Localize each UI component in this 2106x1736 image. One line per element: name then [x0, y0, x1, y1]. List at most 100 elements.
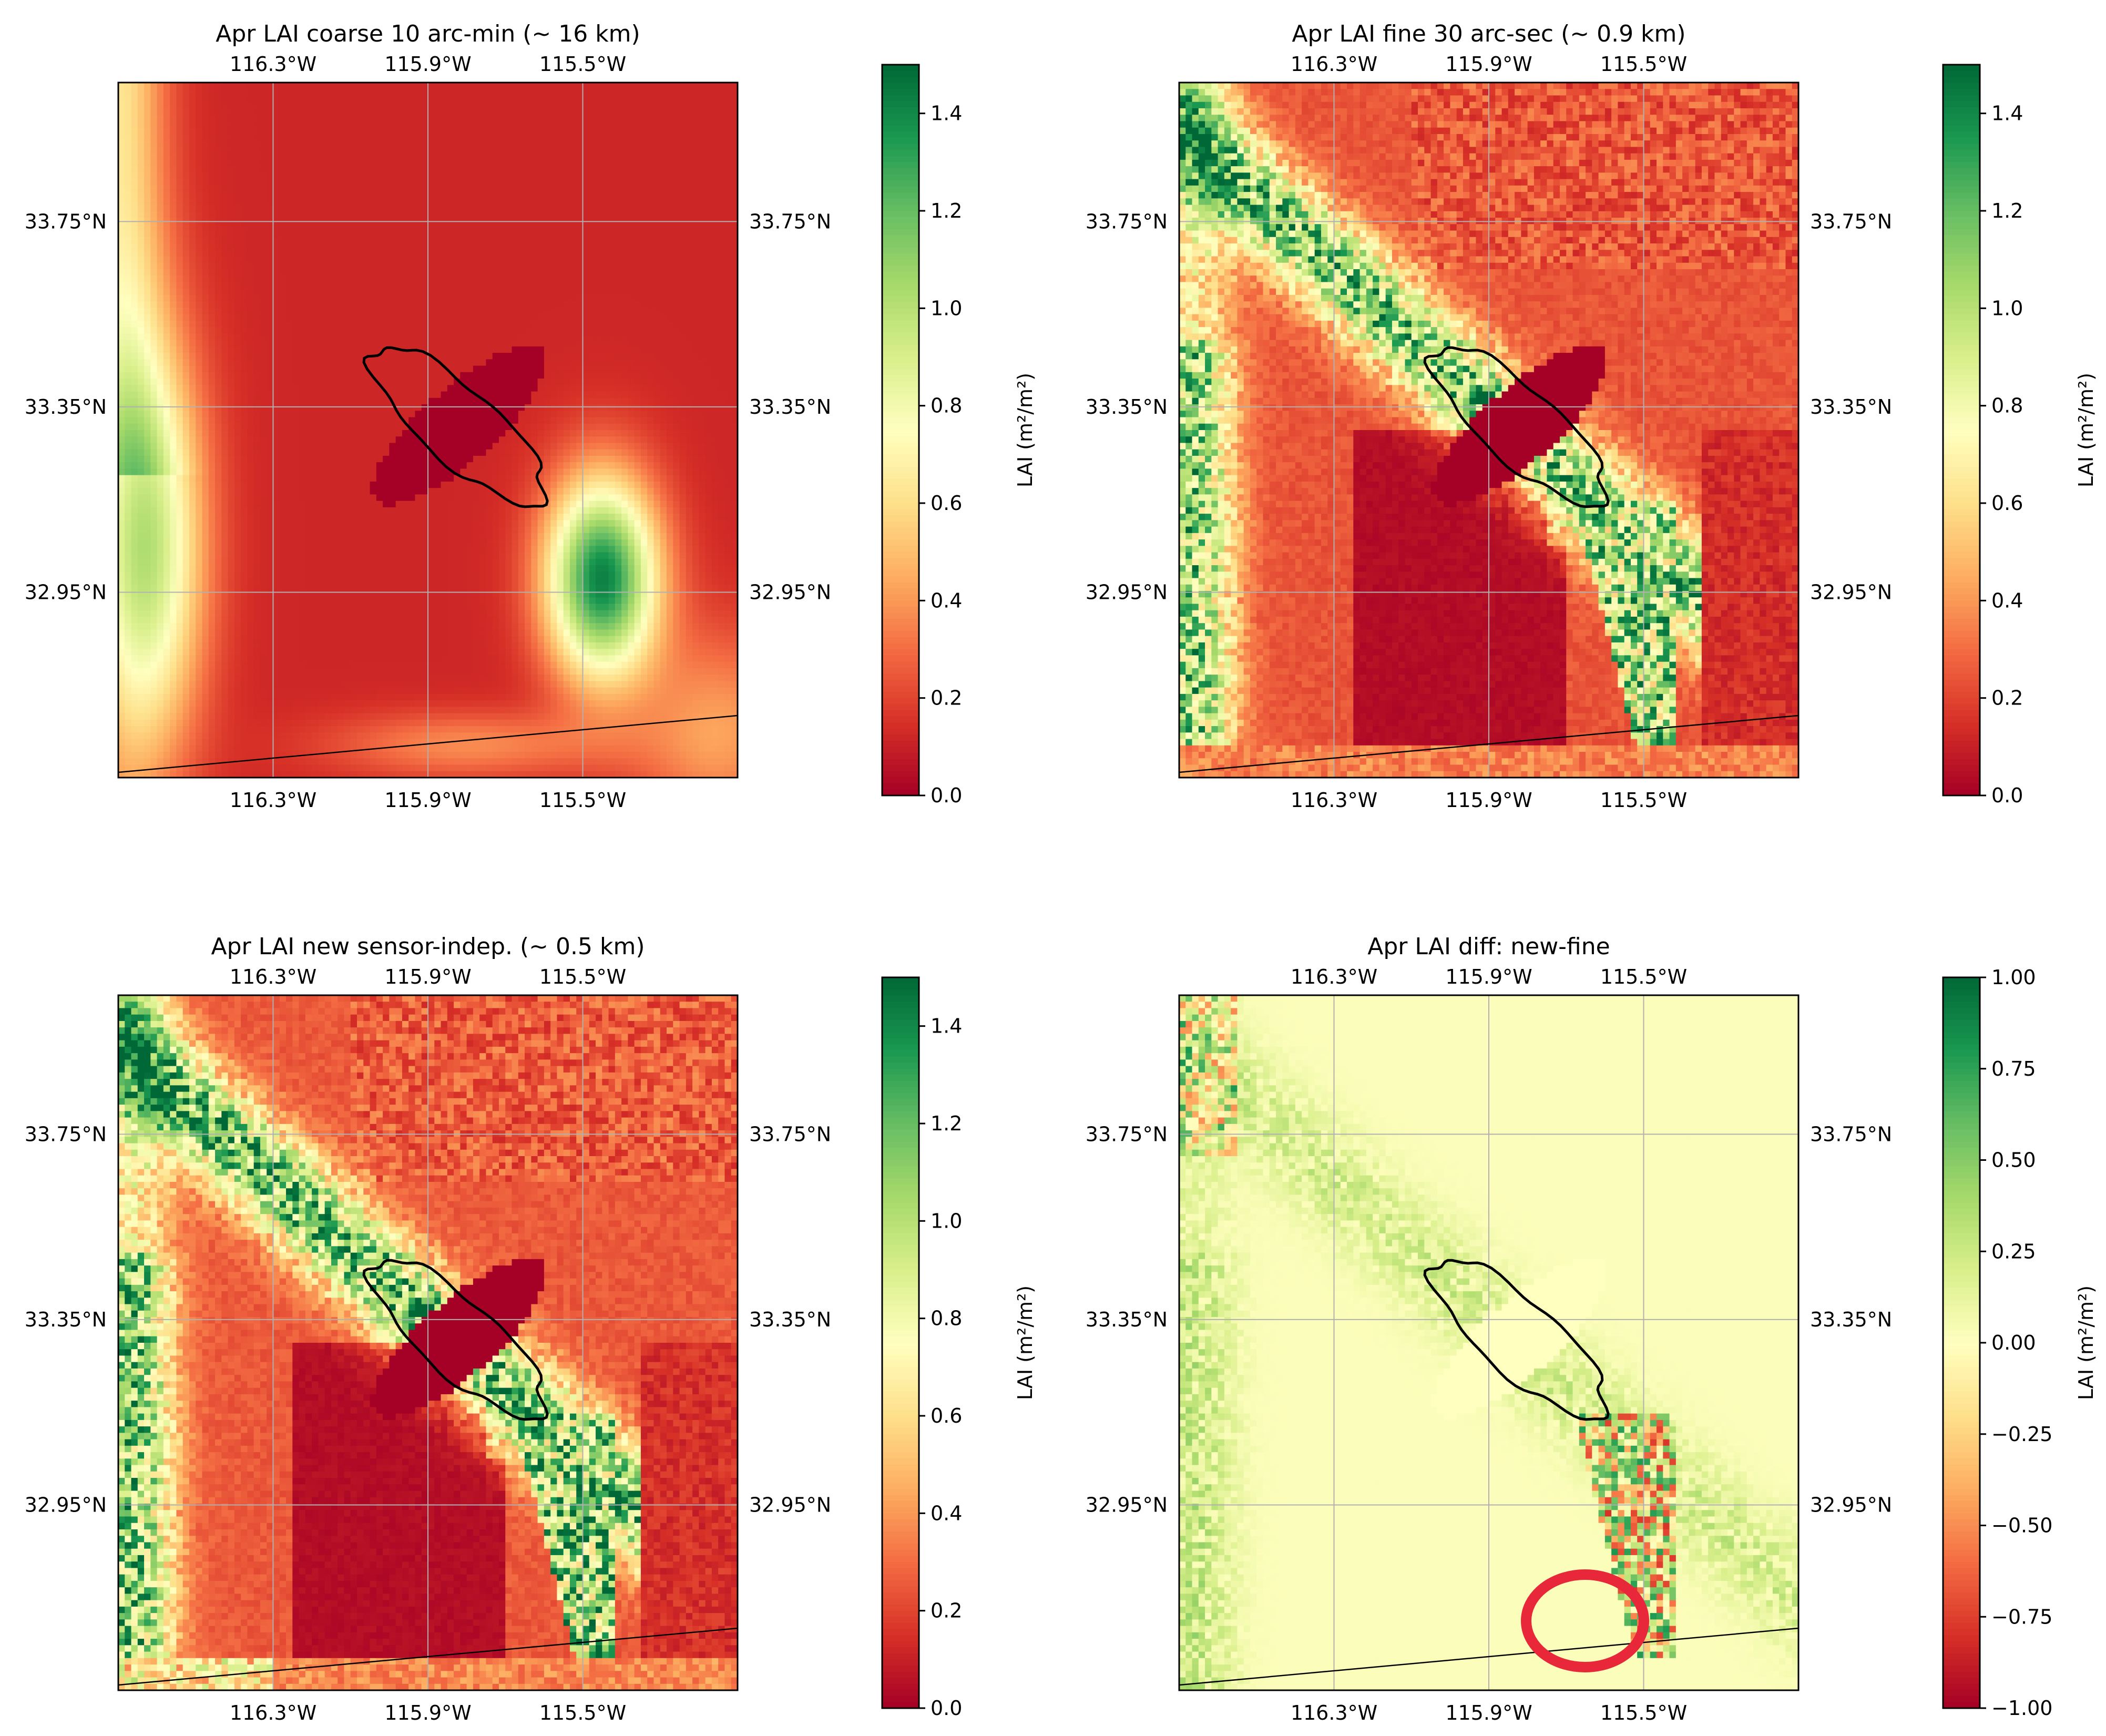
heatmap-cell — [182, 320, 190, 328]
heatmap-cell — [318, 308, 325, 315]
heatmap-cell — [221, 475, 229, 482]
heatmap-cell — [350, 430, 357, 437]
heatmap-cell — [150, 616, 158, 624]
heatmap-cell — [267, 558, 274, 566]
heatmap-cell — [408, 668, 416, 675]
heatmap-cell — [208, 462, 216, 469]
heatmap-cell — [253, 526, 261, 534]
heatmap-cell — [125, 108, 132, 115]
heatmap-cell — [118, 455, 125, 463]
heatmap-cell — [163, 578, 170, 585]
heatmap-cell — [228, 693, 235, 701]
heatmap-cell — [202, 571, 209, 579]
heatmap-cell — [208, 436, 216, 444]
heatmap-cell — [189, 320, 196, 328]
heatmap-cell — [176, 404, 183, 411]
heatmap-cell — [344, 514, 351, 520]
heatmap-cell — [144, 726, 151, 733]
heatmap-cell — [118, 346, 125, 353]
heatmap-cell — [163, 700, 170, 707]
heatmap-cell — [383, 764, 390, 772]
heatmap-cell — [415, 121, 422, 128]
heatmap-cell — [324, 558, 332, 566]
heatmap-cell — [344, 198, 351, 206]
heatmap-cell — [344, 211, 351, 218]
heatmap-cell — [228, 269, 235, 276]
heatmap-cell — [215, 629, 222, 637]
heatmap-cell — [260, 675, 267, 681]
heatmap-cell — [144, 262, 151, 270]
heatmap-cell — [228, 494, 235, 502]
heatmap-cell — [176, 320, 183, 328]
heatmap-cell — [137, 417, 145, 424]
heatmap-cell — [279, 565, 287, 572]
heatmap-cell — [234, 423, 241, 431]
heatmap-cell — [363, 494, 371, 502]
heatmap-cell — [150, 764, 158, 772]
heatmap-cell — [292, 262, 300, 270]
heatmap-cell — [189, 198, 196, 206]
heatmap-cell — [305, 668, 312, 675]
heatmap-cell — [208, 379, 216, 385]
heatmap-cell — [279, 192, 287, 199]
heatmap-cell — [279, 282, 287, 289]
heatmap-cell — [118, 269, 125, 276]
heatmap-cell — [383, 121, 390, 128]
heatmap-cell — [241, 507, 248, 514]
heatmap-cell — [208, 732, 216, 740]
heatmap-cell — [402, 308, 409, 315]
heatmap-cell — [376, 719, 383, 727]
heatmap-cell — [208, 127, 216, 135]
heatmap-cell — [247, 301, 254, 309]
heatmap-cell — [383, 475, 390, 482]
heatmap-cell — [267, 571, 274, 579]
heatmap-cell — [395, 127, 403, 135]
heatmap-cell — [131, 539, 138, 546]
heatmap-cell — [196, 127, 203, 135]
heatmap-cell — [324, 359, 332, 366]
heatmap-cell — [157, 404, 164, 411]
heatmap-cell — [357, 140, 364, 148]
heatmap-cell — [228, 327, 235, 334]
heatmap-cell — [118, 745, 125, 752]
heatmap-cell — [299, 758, 306, 765]
heatmap-cell — [389, 443, 396, 450]
heatmap-cell — [202, 604, 209, 611]
heatmap-cell — [344, 449, 351, 456]
heatmap-cell — [338, 294, 345, 302]
heatmap-cell — [292, 159, 300, 167]
heatmap-cell — [389, 468, 396, 476]
heatmap-cell — [157, 101, 164, 109]
heatmap-cell — [344, 468, 351, 476]
heatmap-cell — [389, 224, 396, 231]
heatmap-cell — [189, 578, 196, 585]
heatmap-cell — [118, 288, 125, 295]
heatmap-cell — [131, 649, 138, 656]
heatmap-cell — [137, 584, 145, 591]
heatmap-cell — [389, 481, 396, 488]
heatmap-cell — [182, 340, 190, 347]
heatmap-cell — [338, 693, 345, 701]
heatmap-cell — [182, 256, 190, 263]
heatmap-cell — [247, 89, 254, 96]
heatmap-cell — [402, 224, 409, 231]
heatmap-cell — [247, 758, 254, 765]
heatmap-cell — [260, 462, 267, 469]
heatmap-cell — [253, 101, 261, 109]
heatmap-cell — [202, 552, 209, 559]
heatmap-cell — [118, 301, 125, 309]
heatmap-cell — [350, 707, 357, 714]
heatmap-cell — [157, 205, 164, 212]
heatmap-cell — [182, 610, 190, 617]
heatmap-cell — [241, 365, 248, 373]
heatmap-cell — [267, 372, 274, 379]
heatmap-cell — [196, 185, 203, 192]
heatmap-cell — [170, 147, 177, 154]
heatmap-cell — [247, 359, 254, 366]
heatmap-cell — [370, 655, 377, 662]
heatmap-cell — [312, 288, 319, 295]
heatmap-cell — [253, 764, 261, 772]
heatmap-cell — [196, 288, 203, 295]
heatmap-cell — [215, 185, 222, 192]
heatmap-cell — [125, 752, 132, 759]
